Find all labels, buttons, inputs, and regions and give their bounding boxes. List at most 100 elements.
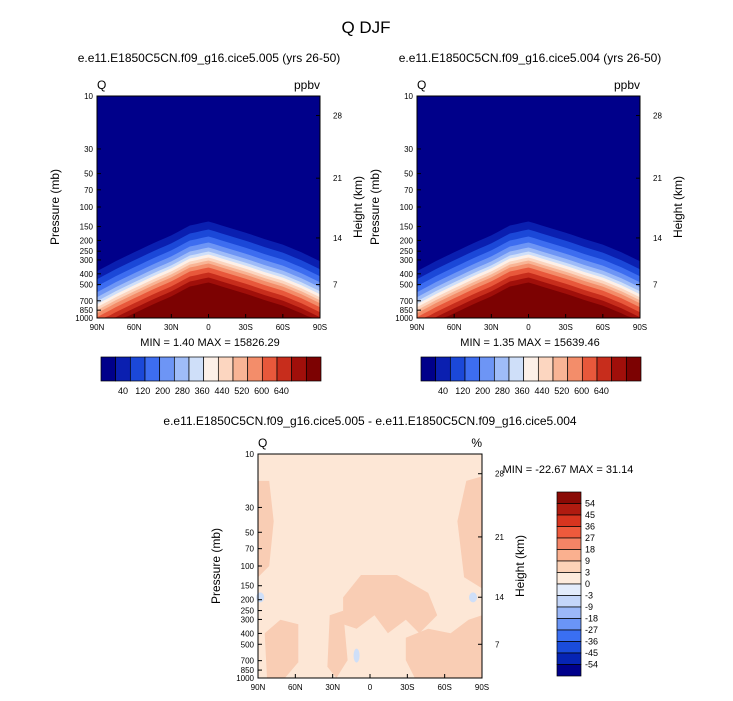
colorbar-label: 600 [574,386,589,396]
colorbar-swatch [173,356,190,382]
y-tick-label: 500 [241,640,255,649]
height-tick-label: 14 [495,593,504,602]
positive-difference-region [258,480,274,578]
colorbar: 40 120 200 280 360 440 520 600 640 [420,356,642,396]
x-axis-ticks: 90N 60N 30N 0 30S 60S 90S [251,674,489,692]
colorbar-label: 200 [475,386,490,396]
colorbar-label: 40 [118,386,128,396]
y-tick-label: 30 [404,145,413,154]
colorbar-swatch [556,526,582,539]
x-tick-label: 30N [484,323,499,332]
y-axis-label: Pressure (mb) [368,169,382,245]
y-tick-label: 1000 [75,314,93,323]
y-tick-label: 300 [241,615,255,624]
y-tick-label: 150 [400,223,414,232]
colorbar-label: 27 [585,533,595,543]
y-tick-label: 100 [400,203,414,212]
colorbar-swatch [493,356,510,382]
colorbar-swatch [625,356,642,382]
colorbar-label: -36 [585,637,598,647]
y-tick-label: 100 [80,203,94,212]
colorbar-swatch [556,652,582,665]
x-tick-label: 60S [276,323,290,332]
colorbar-label: 360 [515,386,530,396]
y-tick-label: 10 [245,450,254,459]
height-axis-ticks: 28 21 14 7 [478,470,504,649]
colorbar-label: -27 [585,625,598,635]
colorbar-swatch [159,356,175,382]
colorbar-swatch [144,356,161,382]
colorbar-swatch [435,356,451,382]
positive-difference-region [405,615,482,678]
colorbar-swatch [556,572,582,585]
colorbar-swatch [556,549,582,562]
y-tick-label: 70 [84,186,93,195]
x-tick-label: 30S [559,323,573,332]
colorbar-label: 3 [585,568,590,578]
height-tick-label: 21 [333,174,342,183]
difference-field [256,454,482,678]
colorbar-swatch [556,641,582,654]
colorbar-swatch [552,356,569,382]
x-tick-label: 90N [410,323,425,332]
colorbar-label: 360 [195,386,210,396]
colorbar-label: 54 [585,499,595,509]
x-tick-label: 30S [400,683,414,692]
colorbar-swatch [537,356,554,382]
colorbar-label: 520 [234,386,249,396]
colorbar-label: 280 [175,386,190,396]
colorbar-label: -9 [585,602,593,612]
colorbar-swatch [556,595,582,608]
colorbar-swatch [523,356,539,382]
panel-title: e.e11.E1850C5CN.f09_g16.cice5.004 (yrs 2… [399,51,662,65]
x-tick-label: 0 [526,323,531,332]
x-tick-label: 0 [368,683,373,692]
positive-difference-region [343,575,438,634]
panel-title: e.e11.E1850C5CN.f09_g16.cice5.005 (yrs 2… [78,51,341,65]
colorbar-swatch [247,356,263,382]
y-tick-label: 400 [400,270,414,279]
height-tick-label: 21 [653,174,662,183]
corner-label-right: ppbv [294,78,320,92]
colorbar-swatch [556,491,582,504]
height-tick-label: 14 [333,234,342,243]
colorbar-swatch [276,356,293,382]
height-axis-label: Height (km) [513,535,527,597]
colorbar-swatch [449,356,466,382]
y-tick-label: 250 [241,607,255,616]
moisture-contour-band [97,282,320,318]
moisture-field [97,96,320,318]
x-tick-label: 90N [251,683,266,692]
positive-difference-region [264,619,299,678]
y-tick-label: 250 [80,247,94,256]
colorbar-swatch [129,356,146,382]
colorbar-swatch [420,356,437,382]
y-tick-label: 50 [84,170,93,179]
y-tick-label: 400 [241,629,255,638]
moisture-field [417,96,640,318]
x-axis-ticks: 90N 60N 30N 0 30S 60S 90S [410,314,647,332]
x-tick-label: 30N [164,323,179,332]
y-tick-label: 70 [404,186,413,195]
x-tick-label: 90S [475,683,489,692]
y-tick-label: 200 [400,236,414,245]
colorbar-label: 440 [214,386,229,396]
y-axis-label: Pressure (mb) [209,528,223,604]
colorbar-swatch [232,356,249,382]
corner-label-right: ppbv [614,78,640,92]
colorbar-label: 45 [585,510,595,520]
x-tick-label: 60S [438,683,452,692]
y-axis-label: Pressure (mb) [48,169,62,245]
colorbar-label: 18 [585,545,595,555]
height-tick-label: 28 [333,112,342,121]
colorbar-label: 280 [495,386,510,396]
height-axis-ticks: 28 21 14 7 [636,112,662,290]
y-tick-label: 400 [80,270,94,279]
colorbar-label: 36 [585,522,595,532]
figure-title: Q DJF [341,18,390,37]
height-tick-label: 7 [653,281,658,290]
x-tick-label: 60S [596,323,610,332]
